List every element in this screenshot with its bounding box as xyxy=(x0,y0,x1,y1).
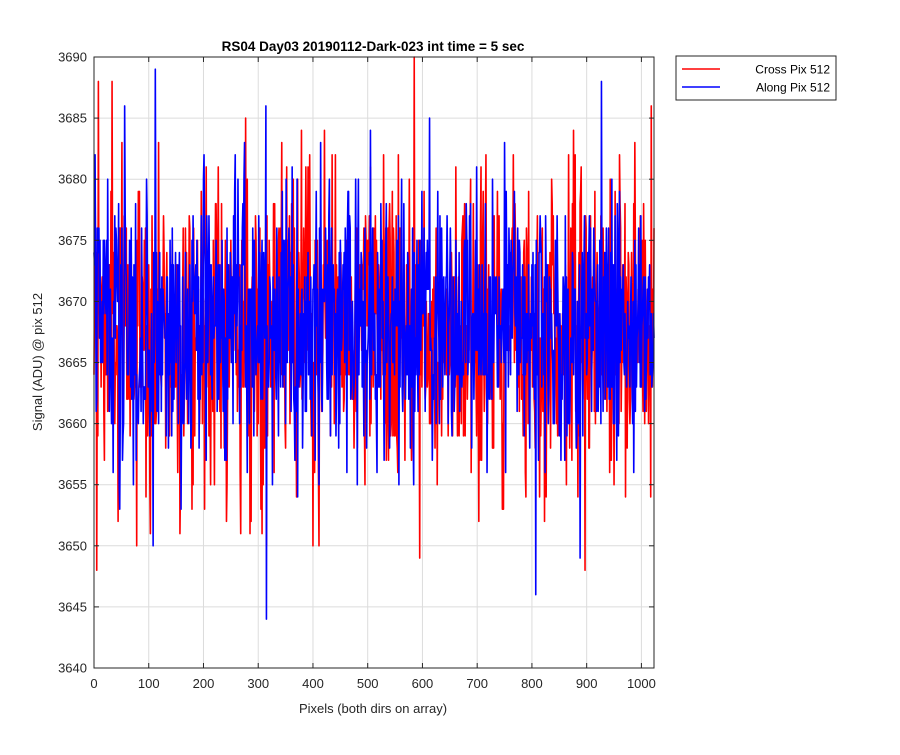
y-tick-label: 3675 xyxy=(58,233,87,248)
y-tick-label: 3680 xyxy=(58,172,87,187)
x-tick-label: 200 xyxy=(193,676,215,691)
legend-box xyxy=(675,55,837,101)
y-tick-label: 3665 xyxy=(58,355,87,370)
x-axis-label: Pixels (both dirs on array) xyxy=(299,701,447,716)
series-line-along-pix-512 xyxy=(93,68,655,620)
y-tick-label: 3655 xyxy=(58,477,87,492)
x-tick-label: 500 xyxy=(357,676,379,691)
legend-label: Cross Pix 512 xyxy=(755,63,830,77)
y-tick-label: 3660 xyxy=(58,416,87,431)
legend: Cross Pix 512 Along Pix 512 xyxy=(675,55,837,101)
x-tick-label: 300 xyxy=(247,676,269,691)
axis-ticks: 0 100 200 300 400 500 600 700 800 900 1000 3640 3645… xyxy=(58,50,656,692)
y-axis-label: Signal (ADU) @ pix 512 xyxy=(30,293,45,431)
x-tick-label: 800 xyxy=(521,676,543,691)
y-tick-label: 3645 xyxy=(58,599,87,614)
x-tick-label: 600 xyxy=(412,676,434,691)
legend-label: Along Pix 512 xyxy=(756,81,830,95)
x-tick-label: 700 xyxy=(466,676,488,691)
y-tick-label: 3670 xyxy=(58,294,87,309)
x-tick-label: 100 xyxy=(138,676,160,691)
chart-title: RS04 Day03 20190112-Dark-023 int time = … xyxy=(222,39,525,54)
x-tick-label: 400 xyxy=(302,676,324,691)
y-tick-label: 3690 xyxy=(58,50,87,65)
y-tick-label: 3640 xyxy=(58,661,87,676)
y-tick-label: 3685 xyxy=(58,111,87,126)
series-layer xyxy=(93,56,655,620)
x-tick-label: 0 xyxy=(90,676,97,691)
y-tick-label: 3650 xyxy=(58,538,87,553)
x-tick-label: 900 xyxy=(576,676,598,691)
x-tick-label: 1000 xyxy=(627,676,656,691)
